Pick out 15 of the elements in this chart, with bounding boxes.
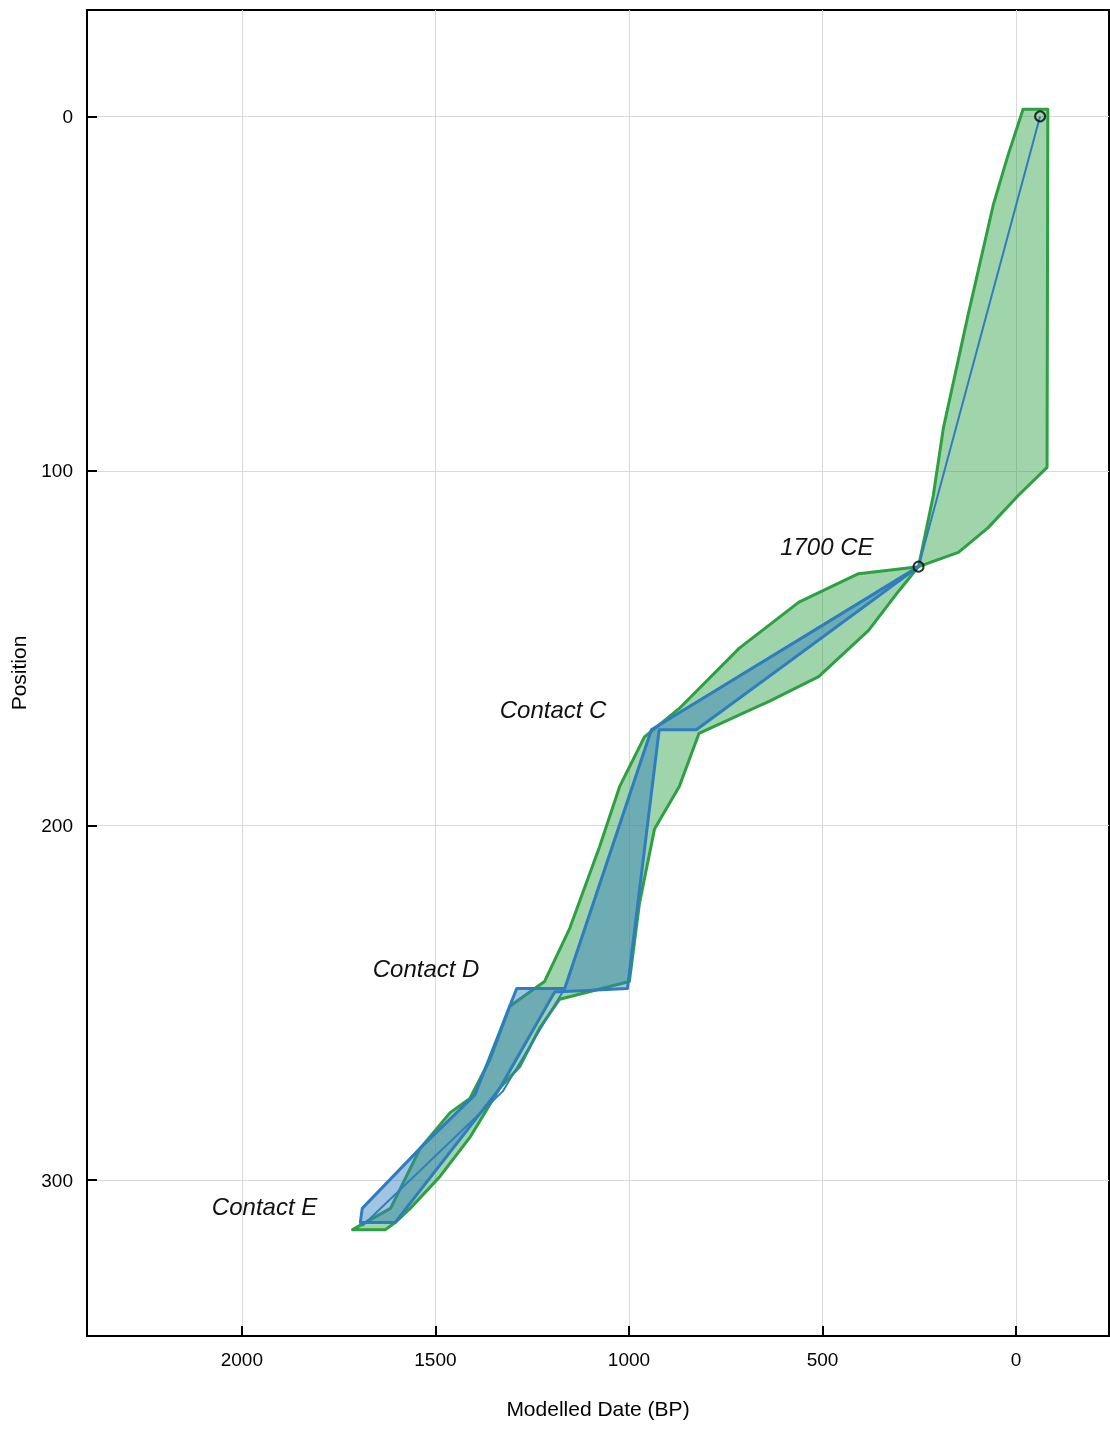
y-tick-label: 200: [41, 814, 73, 836]
y-tick-label: 0: [62, 105, 73, 127]
x-tick-label: 1000: [607, 1349, 651, 1370]
x-tick-label: 500: [806, 1349, 839, 1370]
annotation: 1700 CE: [780, 533, 875, 561]
x-tick-label: 1500: [414, 1349, 457, 1370]
y-tick-label: 300: [41, 1169, 73, 1191]
annotation: Contact C: [499, 696, 608, 724]
x-axis-title: Modelled Date (BP): [506, 1397, 690, 1420]
x-tick-label: 2000: [220, 1349, 263, 1370]
y-axis-title: Position: [7, 635, 30, 711]
annotation: Contact E: [211, 1192, 319, 1220]
y-tick-label: 100: [41, 460, 73, 482]
x-tick-label: 0: [1010, 1349, 1022, 1370]
annotation: Contact D: [372, 955, 480, 983]
